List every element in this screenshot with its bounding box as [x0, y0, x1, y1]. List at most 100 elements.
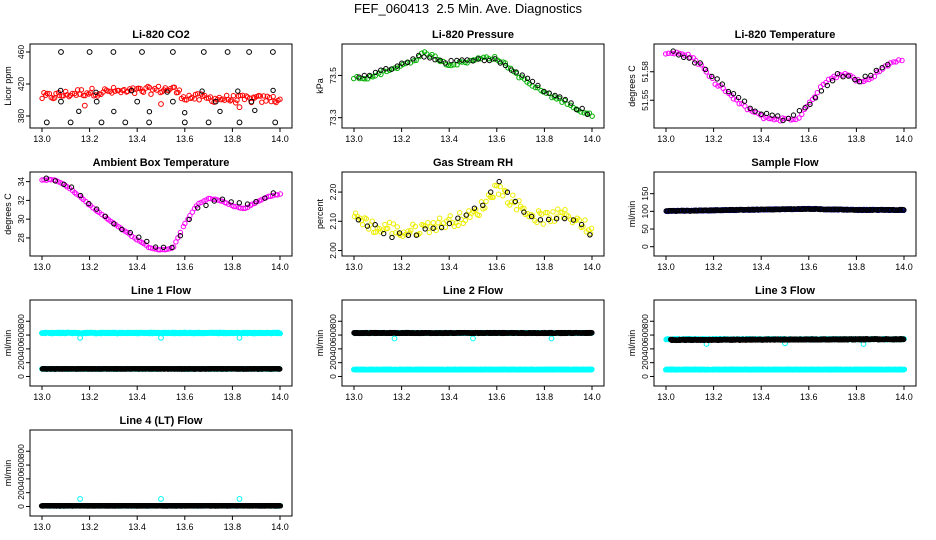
data-point: [94, 206, 100, 212]
x-tick-label: 13.0: [657, 262, 675, 272]
data-point: [820, 206, 826, 213]
data-point: [385, 225, 391, 232]
data-point: [790, 112, 797, 118]
y-axis-label: Licor ppm: [3, 66, 13, 106]
data-point: [432, 57, 438, 63]
x-tick-label: 13.6: [800, 262, 818, 272]
data-point: [127, 229, 134, 236]
data-point: [545, 216, 552, 223]
data-point: [146, 119, 153, 126]
data-point: [735, 94, 742, 101]
data-point: [372, 222, 378, 228]
data-point: [530, 213, 536, 219]
y-tick-label: 51.55: [640, 89, 650, 111]
x-tick-label: 13.4: [128, 262, 146, 272]
data-point: [173, 239, 179, 245]
data-point: [459, 57, 465, 63]
y-tick-label: 50: [640, 224, 650, 234]
data-point: [111, 108, 117, 115]
data-layer: [663, 205, 907, 215]
data-point: [685, 207, 692, 214]
data-point: [390, 221, 397, 227]
data-point: [228, 199, 234, 205]
data-point: [446, 220, 453, 227]
data-point: [136, 234, 142, 240]
data-point: [413, 57, 419, 63]
data-point: [818, 88, 825, 94]
data-point: [430, 225, 436, 231]
y-tick-label: 0: [16, 374, 26, 379]
data-point: [389, 231, 395, 237]
data-point: [56, 92, 63, 99]
y-tick-label: 100: [640, 204, 650, 218]
data-point: [824, 82, 830, 89]
data-point: [811, 206, 817, 212]
y-tick-label: 400: [328, 342, 338, 356]
plot-frame: [29, 43, 293, 129]
data-point: [670, 48, 676, 54]
data-point: [89, 85, 95, 92]
data-point: [562, 207, 568, 213]
data-point: [408, 227, 414, 234]
data-point: [437, 215, 443, 221]
data-point: [262, 195, 268, 201]
data-point: [451, 62, 457, 68]
data-point: [182, 220, 188, 227]
data-point: [146, 109, 153, 115]
data-point: [862, 73, 868, 80]
data-point: [763, 110, 770, 117]
data-point: [166, 246, 172, 252]
data-point: [736, 101, 742, 107]
data-point: [462, 217, 469, 224]
data-point: [497, 184, 503, 190]
data-point: [455, 222, 461, 229]
data-point: [227, 98, 234, 104]
data-point: [93, 89, 99, 96]
y-tick-label: 32: [16, 195, 26, 205]
x-tick-label: 14.0: [583, 392, 601, 402]
data-point: [663, 51, 669, 57]
data-point: [508, 67, 515, 73]
data-point: [62, 88, 69, 95]
x-tick-label: 13.0: [33, 134, 51, 144]
data-point: [212, 98, 219, 105]
data-point: [272, 98, 278, 105]
data-point: [698, 207, 704, 214]
x-tick-label: 13.6: [176, 392, 194, 402]
data-point: [267, 193, 274, 200]
data-point: [823, 79, 829, 86]
data-point: [111, 221, 117, 227]
y-tick-label: 200: [328, 355, 338, 369]
data-point: [268, 98, 274, 105]
data-point: [128, 88, 135, 94]
x-tick-label: 13.0: [345, 392, 363, 402]
data-point: [521, 205, 527, 212]
data-point: [840, 74, 846, 80]
x-tick-label: 13.8: [536, 134, 554, 144]
data-point: [211, 198, 218, 204]
data-point: [43, 175, 49, 181]
data-point: [676, 52, 682, 58]
data-point: [709, 73, 715, 80]
data-point: [369, 218, 375, 224]
data-point: [134, 98, 141, 105]
data-point: [887, 60, 894, 66]
data-point: [277, 96, 283, 102]
data-point: [112, 88, 118, 94]
data-point: [77, 192, 84, 199]
x-tick-label: 13.8: [848, 262, 866, 272]
data-point: [579, 105, 585, 112]
data-point: [277, 191, 284, 197]
y-tick-label: 460: [16, 45, 26, 59]
data-point: [785, 115, 792, 122]
data-point: [355, 217, 362, 223]
data-point: [230, 93, 237, 99]
data-point: [61, 181, 67, 188]
x-tick-label: 13.4: [128, 134, 146, 144]
x-tick-label: 13.2: [81, 392, 99, 402]
data-point: [537, 217, 544, 223]
data-point: [508, 199, 515, 205]
